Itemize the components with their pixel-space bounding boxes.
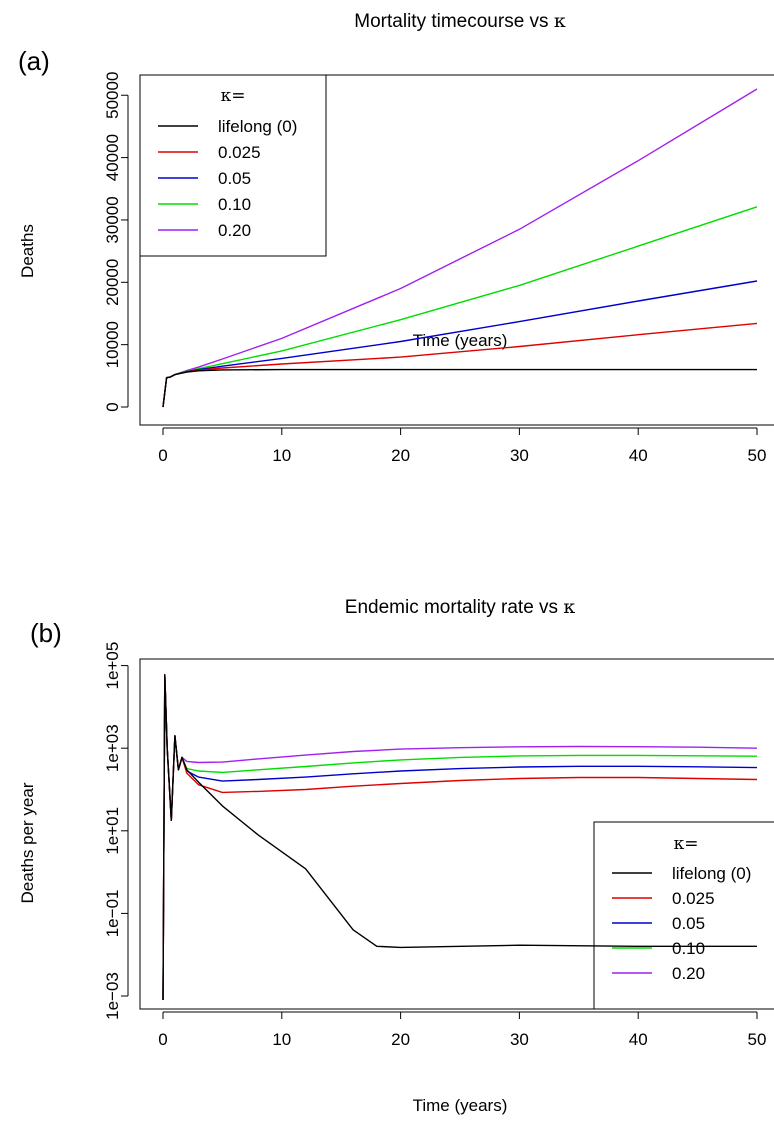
panel-b-x-axis-label: Time (years) (413, 1096, 508, 1115)
series-line (162, 368, 757, 408)
panel-a-label: (a) (18, 46, 50, 76)
series-line (162, 674, 758, 1001)
panel-a-legend-box (139, 74, 327, 257)
y-tick-label: 10000 (103, 321, 122, 368)
panel-b-x-axis: 0 10 20 30 40 50 (158, 1011, 767, 1049)
panel-a-x-axis-label: Time (years) (413, 331, 508, 350)
y-tick-label: 1e+03 (103, 724, 122, 772)
x-tick-label: 50 (748, 446, 767, 465)
x-tick-label: 10 (272, 446, 291, 465)
panel-b-legend: κ= lifelong (0) 0.025 0.05 0.10 0.20 (593, 821, 774, 1010)
panel-b-y-axis-label: Deaths per year (18, 782, 37, 903)
panel-a-legend: κ= lifelong (0) 0.025 0.05 0.10 0.20 (139, 74, 327, 257)
panel-a-x-axis: 0 10 20 30 40 50 (158, 427, 767, 465)
panel-b-title: Endemic mortality rate vs κ (345, 596, 576, 618)
y-tick-label: 20000 (103, 259, 122, 306)
legend-label: lifelong (0) (218, 117, 297, 136)
panel-a-legend-title: κ= (221, 86, 246, 106)
series-line (162, 674, 758, 1001)
y-tick-label: 0 (103, 402, 122, 411)
panel-b-y-axis: 1e−03 1e−01 1e+01 1e+03 1e+05 (103, 642, 129, 1020)
x-tick-label: 20 (391, 1030, 410, 1049)
legend-label: 0.025 (672, 889, 715, 908)
x-tick-label: 0 (158, 446, 167, 465)
legend-label: 0.10 (672, 939, 705, 958)
panel-b-plot-box (139, 658, 774, 1010)
panel-b-label: (b) (30, 618, 62, 648)
y-tick-label: 40000 (103, 134, 122, 181)
x-tick-label: 50 (748, 1030, 767, 1049)
legend-label: 0.20 (218, 221, 251, 240)
legend-label: 0.10 (218, 195, 251, 214)
x-tick-label: 40 (629, 446, 648, 465)
panel-a-y-axis: 0 10000 20000 30000 40000 50000 (103, 72, 129, 412)
legend-label: 0.20 (672, 964, 705, 983)
panel-b: (b) Endemic mortality rate vs κ Time (ye… (18, 596, 774, 1115)
y-tick-label: 30000 (103, 196, 122, 243)
y-tick-label: 1e−03 (103, 972, 122, 1020)
x-tick-label: 20 (391, 446, 410, 465)
panel-a-title: Mortality timecourse vs κ (354, 10, 566, 32)
series-line (162, 674, 758, 1001)
x-tick-label: 10 (272, 1030, 291, 1049)
legend-label: 0.05 (672, 914, 705, 933)
legend-label: 0.025 (218, 143, 261, 162)
y-tick-label: 50000 (103, 72, 122, 119)
x-tick-label: 30 (510, 1030, 529, 1049)
y-tick-label: 1e−01 (103, 890, 122, 938)
x-tick-label: 0 (158, 1030, 167, 1049)
x-tick-label: 40 (629, 1030, 648, 1049)
panel-a-series-lines (162, 88, 758, 408)
panel-b-legend-box (593, 821, 774, 1010)
x-tick-label: 30 (510, 446, 529, 465)
legend-label: 0.05 (218, 169, 251, 188)
panel-a-y-axis-label: Deaths (18, 224, 37, 278)
series-line (162, 674, 758, 1001)
legend-label: lifelong (0) (672, 864, 751, 883)
panel-a: (a) Mortality timecourse vs κ Time (year… (18, 10, 774, 465)
series-line (162, 674, 757, 1001)
y-tick-label: 1e+05 (103, 642, 122, 690)
panel-b-legend-title: κ= (674, 834, 699, 854)
panel-b-series-lines (162, 674, 758, 1001)
y-tick-label: 1e+01 (103, 807, 122, 855)
